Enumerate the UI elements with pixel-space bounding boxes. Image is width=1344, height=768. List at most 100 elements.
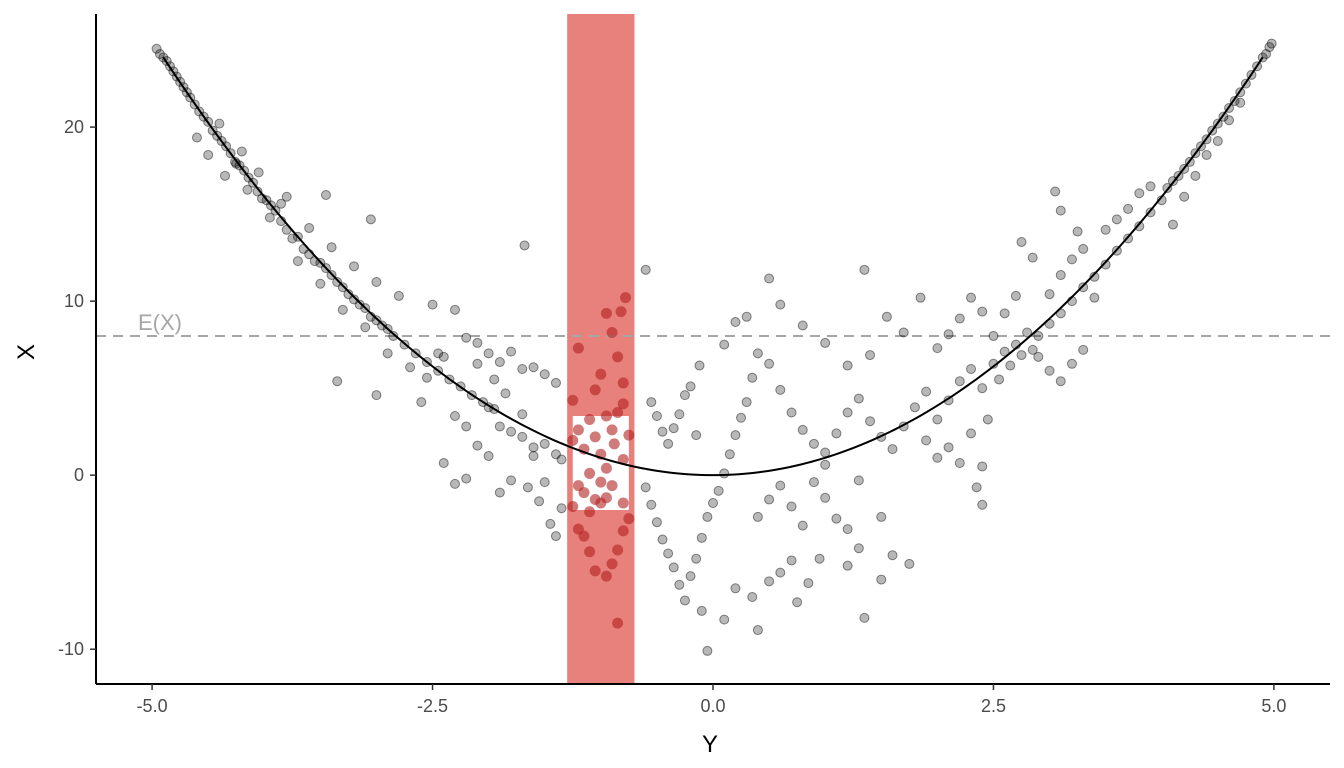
data-point bbox=[1016, 236, 1027, 247]
data-point bbox=[242, 184, 253, 195]
data-point bbox=[472, 358, 483, 369]
highlight-point bbox=[612, 351, 624, 363]
data-point bbox=[999, 308, 1010, 319]
data-point bbox=[320, 189, 331, 200]
data-point bbox=[539, 477, 550, 488]
data-point bbox=[646, 397, 657, 408]
data-point bbox=[820, 447, 831, 458]
data-point bbox=[702, 511, 713, 522]
x-tick-label: 0.0 bbox=[700, 696, 725, 716]
data-point bbox=[1022, 327, 1033, 338]
x-tick-label: -2.5 bbox=[417, 696, 448, 716]
data-point bbox=[489, 374, 500, 385]
data-point bbox=[859, 612, 870, 623]
data-point bbox=[332, 277, 343, 287]
data-point bbox=[151, 43, 162, 54]
data-point bbox=[539, 438, 550, 449]
data-point bbox=[747, 372, 758, 383]
highlight-point bbox=[584, 546, 596, 558]
data-point bbox=[694, 360, 705, 371]
data-point bbox=[1078, 243, 1089, 254]
data-point bbox=[943, 329, 954, 340]
x-tick-label: 5.0 bbox=[1261, 696, 1286, 716]
data-point bbox=[730, 583, 741, 594]
highlight-point bbox=[600, 307, 612, 319]
data-point bbox=[1044, 365, 1055, 376]
data-point bbox=[1179, 191, 1190, 202]
highlight-point bbox=[572, 424, 584, 436]
data-point bbox=[1005, 360, 1016, 371]
data-point bbox=[281, 191, 292, 202]
x-tick-label: 2.5 bbox=[981, 696, 1006, 716]
data-point bbox=[640, 482, 651, 493]
data-point bbox=[191, 132, 202, 143]
highlight-point bbox=[567, 500, 579, 512]
data-point bbox=[775, 384, 786, 395]
highlight-point bbox=[600, 570, 612, 582]
data-point bbox=[977, 306, 988, 317]
highlight-point bbox=[584, 467, 596, 479]
data-point bbox=[674, 579, 685, 590]
data-point bbox=[506, 475, 517, 486]
data-point bbox=[966, 292, 977, 303]
highlight-point bbox=[617, 525, 629, 537]
data-point bbox=[343, 289, 354, 300]
data-point bbox=[360, 322, 371, 333]
data-point bbox=[921, 435, 932, 446]
data-point bbox=[483, 348, 494, 359]
y-axis-title: X bbox=[13, 344, 40, 360]
data-point bbox=[646, 499, 657, 510]
data-point bbox=[747, 591, 758, 602]
data-point bbox=[1066, 358, 1077, 369]
data-point bbox=[651, 411, 662, 421]
data-point bbox=[517, 364, 528, 375]
data-point bbox=[433, 348, 444, 359]
data-point bbox=[876, 511, 887, 522]
data-point bbox=[1089, 292, 1100, 303]
data-point bbox=[932, 452, 943, 463]
data-point bbox=[377, 320, 388, 331]
data-point bbox=[461, 332, 472, 343]
data-point bbox=[736, 412, 747, 423]
data-point bbox=[1078, 282, 1089, 293]
y-tick-label: -10 bbox=[58, 639, 84, 659]
data-point bbox=[651, 517, 662, 528]
data-point bbox=[365, 214, 376, 225]
highlight-point bbox=[617, 398, 629, 410]
data-point bbox=[853, 543, 864, 554]
data-point bbox=[719, 614, 730, 625]
data-point bbox=[1050, 186, 1061, 197]
data-point bbox=[230, 156, 241, 167]
data-point bbox=[786, 407, 797, 418]
y-tick-label: 0 bbox=[74, 465, 84, 485]
highlight-point bbox=[619, 292, 631, 304]
highlight-point bbox=[623, 513, 635, 525]
data-point bbox=[264, 212, 275, 223]
highlight-points-layer bbox=[567, 292, 635, 629]
data-point bbox=[724, 449, 735, 460]
data-point bbox=[382, 348, 393, 359]
highlight-point bbox=[617, 377, 629, 389]
data-point bbox=[764, 358, 775, 369]
data-point bbox=[719, 339, 730, 350]
data-point bbox=[1016, 350, 1027, 361]
highlight-point bbox=[584, 506, 596, 518]
data-point bbox=[287, 233, 298, 244]
x-axis-title: Y bbox=[702, 731, 718, 758]
highlight-point bbox=[623, 429, 635, 441]
data-point bbox=[528, 451, 539, 462]
data-point bbox=[842, 524, 853, 535]
data-point bbox=[696, 532, 707, 543]
data-point bbox=[713, 485, 724, 496]
data-point bbox=[719, 468, 730, 479]
data-point bbox=[640, 264, 651, 275]
data-point bbox=[528, 442, 539, 453]
data-point bbox=[786, 501, 797, 512]
data-point bbox=[337, 304, 348, 315]
data-point bbox=[371, 277, 382, 287]
data-point bbox=[506, 346, 517, 357]
data-point bbox=[803, 578, 814, 589]
data-point bbox=[685, 381, 696, 392]
data-point bbox=[797, 320, 808, 331]
data-point bbox=[1145, 181, 1156, 192]
